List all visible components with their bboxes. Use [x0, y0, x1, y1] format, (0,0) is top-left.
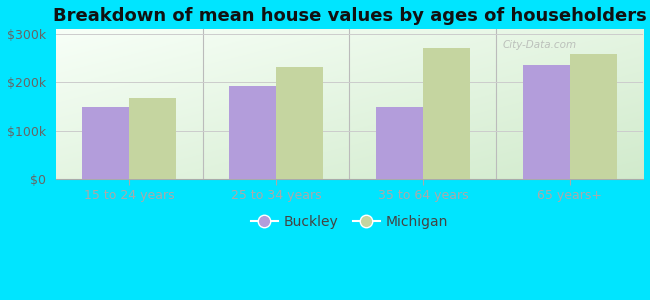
Legend: Buckley, Michigan: Buckley, Michigan [245, 210, 454, 235]
Bar [423, 48, 470, 179]
Bar [523, 64, 569, 179]
Bar [229, 86, 276, 179]
Title: Breakdown of mean house values by ages of householders: Breakdown of mean house values by ages o… [53, 7, 646, 25]
Bar [376, 106, 423, 179]
Bar [129, 98, 176, 179]
Bar [276, 67, 323, 179]
Bar [82, 106, 129, 179]
Bar [569, 54, 617, 179]
Text: City-Data.com: City-Data.com [502, 40, 577, 50]
